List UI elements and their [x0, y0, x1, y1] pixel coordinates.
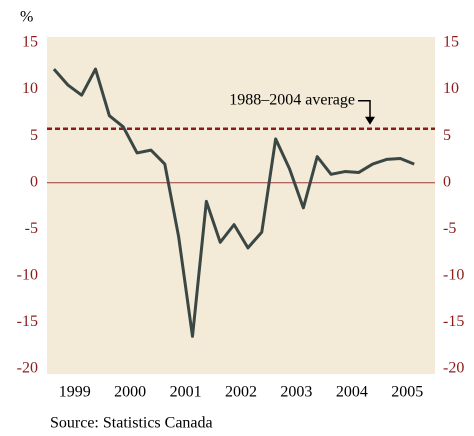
y-tick-label: 15 [22, 34, 38, 51]
y-tick-label: -10 [17, 267, 38, 284]
y2-tick-label: -20 [443, 360, 464, 377]
y2-tick-label: -10 [443, 267, 464, 284]
x-tick-label: 2002 [225, 384, 257, 401]
y2-tick-label: 15 [443, 34, 459, 51]
x-tick-label: 2001 [170, 384, 202, 401]
y-tick-label: -15 [17, 313, 38, 330]
source: Source: Statistics Canada [50, 415, 213, 432]
data-line [52, 67, 415, 338]
y-tick-label: 0 [30, 173, 38, 190]
y-tick-label: -5 [25, 220, 38, 237]
average-arrow [358, 99, 371, 120]
y2-tick-label: 0 [443, 173, 451, 190]
x-tick-label: 1999 [59, 384, 91, 401]
y2-tick-label: 5 [443, 127, 451, 144]
plot-background [47, 37, 435, 374]
y-tick-label: 5 [30, 127, 38, 144]
average-label: 1988–2004 average [229, 91, 355, 108]
y-tick-label: 10 [22, 80, 38, 97]
y2-tick-label: -15 [443, 313, 464, 330]
y2-tick-label: 10 [443, 80, 459, 97]
y2-tick-label: -5 [443, 220, 456, 237]
y-tick-label: -20 [17, 360, 38, 377]
x-tick-label: 2000 [114, 384, 146, 401]
x-tick-label: 2003 [280, 384, 312, 401]
x-tick-label: 2004 [336, 384, 368, 401]
x-tick-label: 2005 [391, 384, 423, 401]
average-arrowhead [365, 116, 375, 125]
y-unit: % [20, 9, 33, 26]
